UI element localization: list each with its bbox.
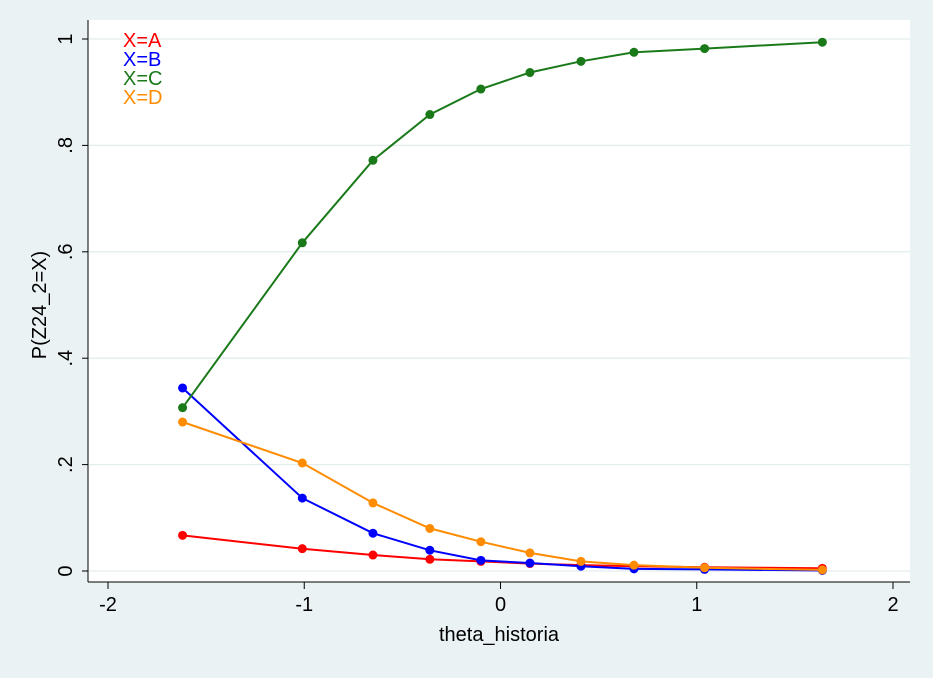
data-point [525,548,535,558]
data-point [297,238,307,248]
data-point [817,565,827,575]
y-tick-label: .8 [55,137,77,154]
data-point [629,47,639,57]
data-point [525,558,535,568]
data-point [629,560,639,570]
y-tick-label: 0 [55,565,77,576]
x-tick-label: 2 [887,594,898,616]
data-point [476,537,486,547]
legend-item: X=D [123,87,162,109]
data-point [476,84,486,94]
data-point [368,155,378,165]
data-point [178,417,188,427]
y-tick-label: .6 [55,243,77,260]
series-X=C [178,37,827,413]
data-point [297,544,307,554]
legend-item: X=C [123,68,162,90]
series-line [182,421,823,571]
data-point [425,523,435,533]
legend-item: X=B [123,49,161,71]
data-point [476,555,486,565]
y-tick-label: .4 [55,350,77,367]
x-tick-label: 0 [495,594,506,616]
data-point [178,383,188,393]
data-point [817,37,827,47]
y-axis-title: P(Z24_2=X) [29,251,51,359]
data-point [297,493,307,503]
data-point [368,498,378,508]
data-point [425,110,435,120]
data-point [576,56,586,66]
data-point [425,554,435,564]
plot-area [88,20,910,582]
data-point [576,556,586,566]
series-line [181,387,823,572]
data-point [297,458,307,468]
data-point [368,550,378,560]
series-line [181,41,823,409]
data-point [525,68,535,78]
data-point [178,403,188,413]
legend-item: X=A [123,30,162,52]
x-tick-label: 1 [691,594,702,616]
x-tick-label: -2 [99,594,117,616]
x-tick-label: -1 [295,594,313,616]
x-axis-title: theta_historia [439,624,560,646]
data-point [178,530,188,540]
y-tick-label: 1 [55,33,77,44]
y-tick-label: .2 [55,456,77,473]
series-X=B [178,383,827,575]
data-point [700,44,710,54]
data-point [425,545,435,555]
data-point [368,528,378,538]
data-point [700,563,710,573]
series-X=D [178,417,827,575]
